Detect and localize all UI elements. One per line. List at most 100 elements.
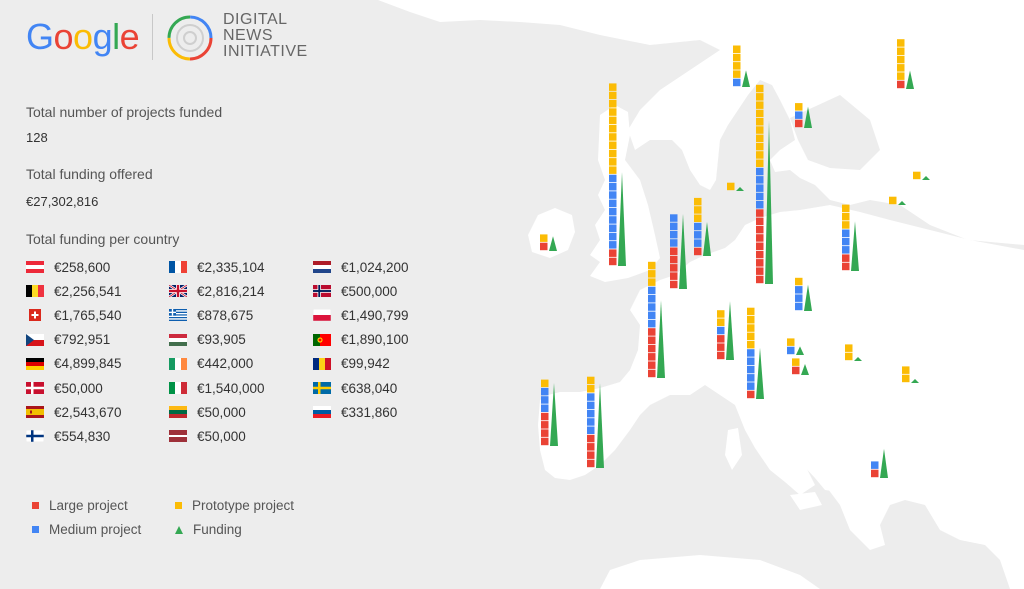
country-amount: €442,000	[197, 356, 254, 372]
land-sicily	[790, 492, 822, 510]
prototype-project-square	[648, 261, 656, 270]
medium-project-square	[609, 199, 617, 208]
prototype-project-square	[756, 109, 764, 118]
funding-triangle	[804, 284, 812, 311]
de-flag-icon	[26, 357, 44, 370]
prototype-project-square	[587, 376, 595, 385]
funding-triangle	[549, 236, 557, 251]
prototype-project-square	[756, 93, 764, 101]
ie-flag-icon	[169, 357, 187, 370]
funding-markers	[540, 39, 930, 478]
prototype-project-square	[609, 83, 617, 91]
country-amount: €2,816,214	[197, 283, 265, 299]
medium-project-square	[787, 346, 795, 355]
medium-project-square	[747, 382, 755, 390]
prototype-swatch-icon	[175, 502, 182, 509]
large-project-square	[648, 353, 656, 361]
prototype-project-square	[845, 352, 853, 361]
per-country-label: Total funding per country	[26, 231, 180, 247]
country-amount: €554,830	[54, 428, 111, 444]
large-project-square	[670, 247, 678, 255]
country-row-at: €258,600	[26, 258, 110, 276]
marker-dk	[727, 182, 744, 191]
ro-flag-icon	[313, 357, 331, 370]
marker-fr	[648, 261, 665, 378]
marker-it	[747, 307, 764, 399]
large-project-square	[842, 254, 850, 262]
prototype-project-square	[733, 45, 741, 53]
prototype-project-square	[541, 379, 549, 388]
country-row-si: €331,860	[313, 403, 397, 421]
funding-triangle	[742, 70, 750, 87]
prototype-project-square	[609, 149, 617, 158]
large-project-square	[897, 80, 905, 89]
land-baltic-gap	[790, 95, 880, 170]
funding-triangle	[804, 106, 812, 128]
marker-pt	[541, 379, 558, 446]
no-flag-icon	[313, 285, 331, 298]
pt-flag-icon	[313, 333, 331, 346]
medium-project-square	[842, 229, 850, 237]
prototype-project-square	[913, 171, 921, 180]
funding-triangle	[854, 357, 862, 361]
prototype-project-square	[694, 206, 702, 214]
marker-be	[670, 213, 687, 289]
marker-at	[787, 338, 804, 355]
prototype-project-square	[717, 318, 725, 326]
large-project-square	[587, 459, 595, 468]
large-project-square	[541, 437, 549, 446]
header-logo: Google DIGITAL NEWS INITIATIVE	[26, 12, 326, 64]
medium-project-square	[648, 311, 656, 320]
funding-triangle	[898, 201, 906, 205]
legend-medium-label: Medium project	[49, 522, 142, 537]
medium-project-square	[795, 294, 803, 302]
prototype-project-square	[795, 103, 803, 111]
medium-project-square	[795, 111, 803, 119]
country-row-de: €4,899,845	[26, 355, 122, 373]
prototype-project-square	[609, 108, 617, 116]
country-row-pl: €1,490,799	[313, 306, 409, 324]
at-flag-icon	[26, 261, 44, 273]
marker-ro	[902, 366, 919, 383]
per-country-heading: Total funding per country	[26, 231, 179, 247]
large-project-square	[756, 242, 764, 250]
medium-project-square	[648, 286, 656, 295]
large-project-square	[648, 369, 656, 378]
legend-funding: Funding	[175, 522, 242, 537]
marker-no	[733, 45, 750, 87]
country-amount: €258,600	[54, 259, 111, 275]
country-row-lv: €50,000	[169, 427, 246, 445]
prototype-project-square	[747, 332, 755, 341]
funding-triangle	[796, 346, 804, 355]
country-amount: €99,942	[341, 356, 390, 372]
prototype-project-square	[609, 100, 617, 108]
legend-large: Large project	[32, 498, 128, 513]
prototype-project-square	[756, 159, 764, 167]
country-amount: €50,000	[54, 380, 103, 396]
medium-project-square	[541, 404, 549, 412]
medium-project-square	[747, 357, 755, 365]
large-project-square	[587, 443, 595, 451]
marker-de	[756, 84, 773, 284]
legend-funding-label: Funding	[193, 522, 242, 537]
large-project-square	[747, 390, 755, 399]
prototype-project-square	[842, 212, 850, 221]
medium-project-square	[609, 224, 617, 232]
country-amount: €50,000	[197, 404, 246, 420]
it-flag-icon	[169, 382, 187, 394]
medium-project-square	[733, 78, 741, 87]
marker-nl	[694, 197, 711, 256]
medium-project-square	[541, 396, 549, 404]
country-amount: €1,765,540	[54, 307, 122, 323]
prototype-project-square	[787, 338, 795, 346]
gb-flag-icon	[169, 285, 187, 298]
large-project-square	[842, 262, 850, 271]
large-project-square	[587, 451, 595, 459]
dni-line-2: NEWS	[223, 27, 273, 44]
prototype-project-square	[756, 134, 764, 143]
prototype-project-square	[897, 72, 905, 80]
medium-project-square	[648, 303, 656, 311]
country-amount: €638,040	[341, 380, 398, 396]
prototype-project-square	[897, 64, 905, 72]
land-italy	[745, 395, 845, 492]
